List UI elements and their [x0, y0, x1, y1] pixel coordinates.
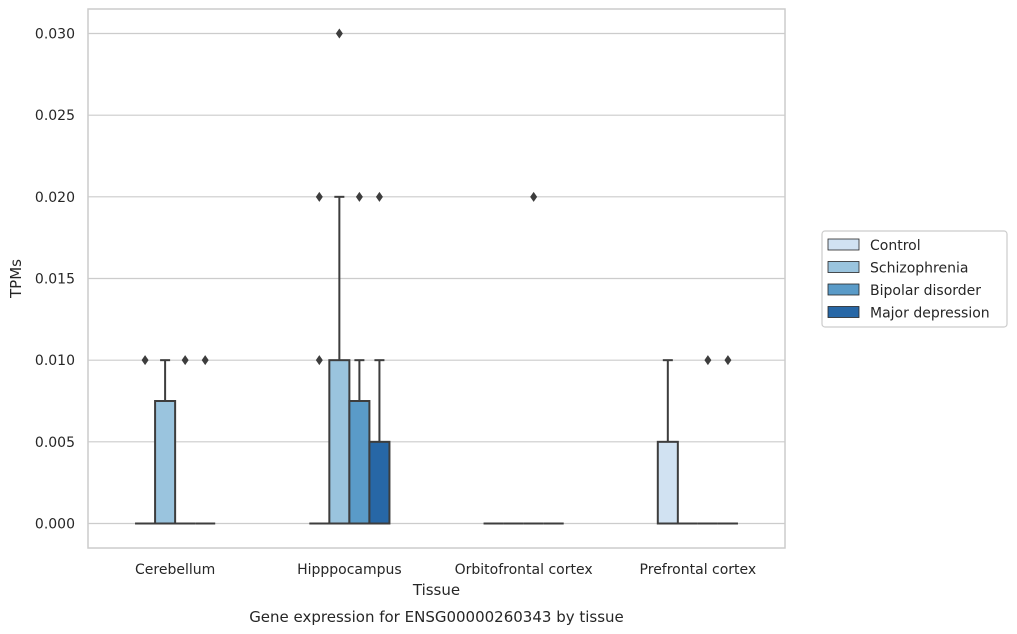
x-tick-label: Orbitofrontal cortex: [455, 562, 593, 578]
legend-frame: [821, 230, 1008, 328]
legend-entry: Bipolar disorder: [870, 283, 981, 299]
legend-swatch: [827, 306, 860, 318]
legend-swatch: [827, 283, 860, 296]
outlier-point: [315, 355, 323, 366]
y-tick-label: 0.020: [35, 190, 75, 206]
outlier-point: [704, 355, 712, 366]
box-body: [328, 359, 351, 525]
x-axis-label: Tissue: [412, 581, 460, 599]
outlier-point: [181, 355, 189, 366]
y-tick-label: 0.025: [35, 108, 75, 124]
y-axis-label: TPMs: [7, 259, 25, 299]
x-axis-ticks: Cerebellum Hipppocampus Orbitofrontal cort…: [135, 562, 756, 578]
box-0-0: [135, 355, 156, 525]
legend-entry: Major depression: [870, 306, 990, 322]
y-tick-label: 0.000: [35, 517, 75, 533]
outlier-point: [375, 191, 383, 202]
boxes: [135, 28, 738, 525]
y-tick-label: 0.010: [35, 353, 75, 369]
legend-entry: Control: [870, 238, 921, 254]
plot-frame: [87, 8, 786, 549]
box-0-2: [175, 355, 196, 525]
box-body: [348, 400, 371, 525]
box-0-3: [195, 355, 216, 525]
y-tick-label: 0.030: [35, 27, 75, 43]
legend-swatch: [827, 238, 860, 251]
outlier-point: [530, 191, 538, 202]
gridlines: [88, 32, 785, 525]
box-1-2: [348, 191, 371, 525]
legend: Control Schizophrenia Bipolar disorder Majo…: [821, 230, 1008, 328]
box-2-2: [523, 191, 544, 525]
x-tick-label: Cerebellum: [135, 562, 215, 578]
x-tick-label: Prefrontal cortex: [640, 562, 757, 578]
box-1-3: [368, 191, 391, 525]
y-axis-ticks: 0.000 0.005 0.010 0.015 0.020 0.025 0.030: [35, 27, 75, 533]
x-tick-label: Hipppocampus: [297, 562, 402, 578]
outlier-point: [355, 191, 363, 202]
outlier-point: [724, 355, 732, 366]
box-body: [368, 440, 391, 525]
outlier-point: [201, 355, 209, 366]
y-tick-label: 0.015: [35, 272, 75, 288]
legend-entry: Schizophrenia: [870, 261, 968, 277]
box-3-0: [656, 359, 679, 525]
box-3-3: [717, 355, 738, 525]
box-body: [656, 440, 679, 525]
box-1-0: [309, 191, 330, 525]
legend-swatch: [827, 261, 860, 273]
box-3-2: [697, 355, 718, 525]
outlier-point: [315, 191, 323, 202]
chart-caption: Gene expression for ENSG00000260343 by t…: [249, 608, 624, 626]
outlier-point: [141, 355, 149, 366]
box-0-1: [154, 359, 177, 525]
box-1-1: [328, 28, 351, 525]
outlier-point: [335, 28, 343, 39]
y-tick-label: 0.005: [35, 435, 75, 451]
box-body: [154, 400, 177, 525]
